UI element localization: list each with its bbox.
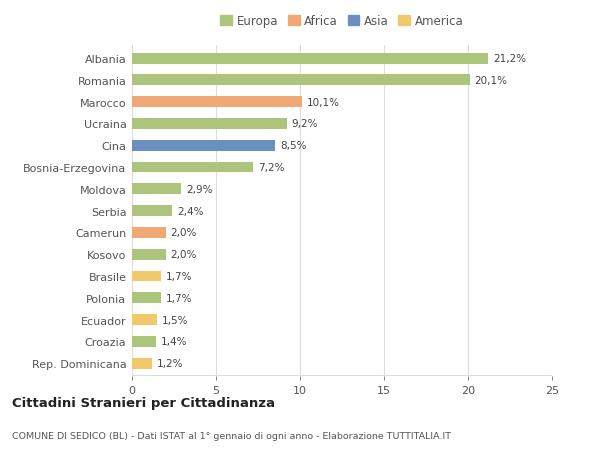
Text: 2,4%: 2,4% [178,206,204,216]
Bar [132,162,253,173]
Bar [132,358,152,369]
Text: 9,2%: 9,2% [292,119,318,129]
Text: 7,2%: 7,2% [258,162,284,173]
Bar [132,54,488,64]
Bar [132,206,172,217]
Text: COMUNE DI SEDICO (BL) - Dati ISTAT al 1° gennaio di ogni anno - Elaborazione TUT: COMUNE DI SEDICO (BL) - Dati ISTAT al 1°… [12,431,451,440]
Bar [132,140,275,151]
Text: Cittadini Stranieri per Cittadinanza: Cittadini Stranieri per Cittadinanza [12,396,275,409]
Text: 1,7%: 1,7% [166,293,192,303]
Text: 1,7%: 1,7% [166,271,192,281]
Bar [132,271,161,282]
Bar [132,75,470,86]
Text: 8,5%: 8,5% [280,141,307,151]
Bar [132,336,155,347]
Text: 10,1%: 10,1% [307,97,340,107]
Bar [132,293,161,303]
Bar [132,314,157,325]
Text: 20,1%: 20,1% [475,76,508,86]
Text: 2,0%: 2,0% [170,228,197,238]
Bar [132,249,166,260]
Text: 1,5%: 1,5% [162,315,189,325]
Text: 2,0%: 2,0% [170,250,197,260]
Bar [132,119,287,129]
Text: 21,2%: 21,2% [493,54,526,64]
Text: 2,9%: 2,9% [186,185,212,195]
Text: 1,4%: 1,4% [161,336,187,347]
Bar [132,228,166,238]
Legend: Europa, Africa, Asia, America: Europa, Africa, Asia, America [220,16,464,28]
Bar [132,97,302,108]
Bar [132,184,181,195]
Text: 1,2%: 1,2% [157,358,184,368]
